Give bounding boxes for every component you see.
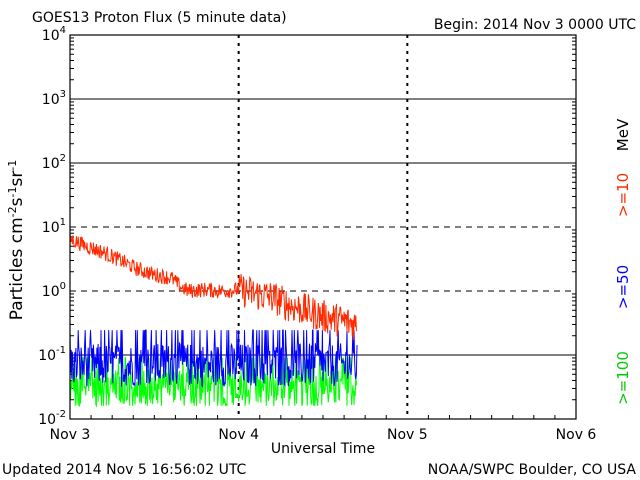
legend-entry-50mev: >=50: [614, 265, 632, 309]
series-line-50mev: [69, 329, 358, 388]
y-tick-label: 104: [42, 25, 66, 44]
legend-entry-10mev: >=10: [614, 173, 632, 217]
series-line-10mev: [69, 231, 358, 341]
y-tick-label: 101: [42, 217, 66, 236]
y-axis-label: Particles cm-2s-1sr-1: [6, 160, 28, 321]
series-layer: [69, 231, 358, 408]
x-tick-label: Nov 3: [50, 427, 91, 443]
y-tick-label: 10-1: [38, 345, 66, 364]
y-tick-label: 103: [42, 89, 66, 108]
x-tick-label: Nov 5: [387, 427, 428, 443]
x-axis-ticks: Nov 3 Nov 4 Nov 5 Nov 6: [50, 415, 597, 443]
updated-timestamp: Updated 2014 Nov 5 16:56:02 UTC: [2, 462, 247, 478]
credit-label: NOAA/SWPC Boulder, CO USA: [428, 462, 637, 478]
y-tick-label: 10-2: [38, 409, 66, 428]
x-tick-label: Nov 6: [556, 427, 597, 443]
x-tick-label: Nov 4: [218, 427, 259, 443]
plot-frame: [69, 34, 577, 420]
y-tick-label: 102: [42, 153, 66, 172]
chart-title: GOES13 Proton Flux (5 minute data): [32, 10, 287, 26]
legend-entry-100mev: >=100: [614, 351, 632, 405]
y-axis-ticks: 10-2 10-1 100 101 102 103 104: [38, 25, 576, 428]
begin-time: Begin: 2014 Nov 3 0000 UTC: [434, 17, 636, 33]
legend-unit: MeV: [614, 118, 632, 151]
x-axis-label: Universal Time: [271, 441, 375, 457]
y-tick-label: 100: [42, 281, 66, 300]
